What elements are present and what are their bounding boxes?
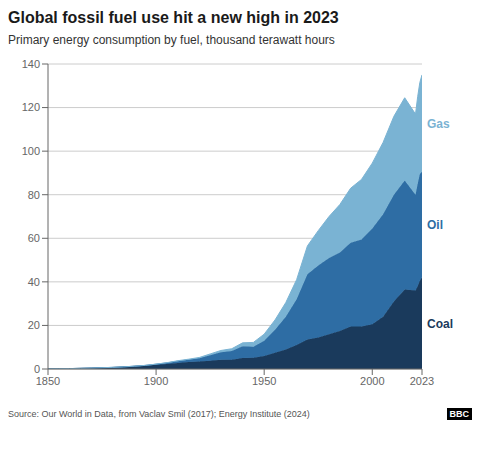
html-text:Global fossil fuel use hit a n: Global fossil fuel use hit a new high in… bbox=[8, 9, 339, 26]
svg-text:1950: 1950 bbox=[252, 375, 276, 387]
svg-text:80: 80 bbox=[28, 189, 40, 201]
svg-text:Oil: Oil bbox=[427, 218, 443, 232]
html-text:Primary energy consumption by: Primary energy consumption by fuel, thou… bbox=[8, 33, 335, 47]
svg-text:Gas: Gas bbox=[427, 117, 450, 131]
svg-text:120: 120 bbox=[22, 101, 40, 113]
svg-text:20: 20 bbox=[28, 319, 40, 331]
svg-text:2023: 2023 bbox=[410, 375, 434, 387]
svg-text:1900: 1900 bbox=[144, 375, 168, 387]
svg-text:2000: 2000 bbox=[360, 375, 384, 387]
svg-text:Coal: Coal bbox=[427, 317, 453, 331]
svg-text:1850: 1850 bbox=[36, 375, 60, 387]
svg-text:0: 0 bbox=[34, 363, 40, 375]
html-text:Source: Our World in Data, fro: Source: Our World in Data, from Vaclav S… bbox=[8, 409, 310, 419]
svg-text:140: 140 bbox=[22, 58, 40, 70]
svg-text:60: 60 bbox=[28, 232, 40, 244]
html-text:BBC: BBC bbox=[449, 409, 469, 419]
svg-text:40: 40 bbox=[28, 276, 40, 288]
svg-text:100: 100 bbox=[22, 145, 40, 157]
